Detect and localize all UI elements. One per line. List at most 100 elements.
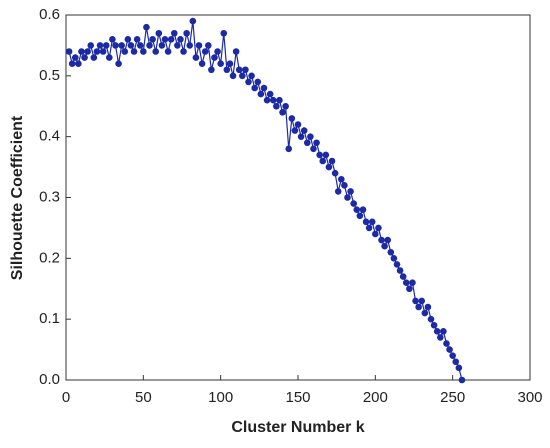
data-point	[248, 72, 255, 80]
data-point	[347, 188, 354, 195]
data-point	[396, 267, 404, 274]
data-point	[161, 36, 169, 43]
y-tick-label: 0.2	[39, 249, 60, 266]
data-point	[211, 54, 218, 61]
data-point	[402, 279, 410, 286]
data-point	[424, 303, 432, 311]
data-point	[115, 60, 122, 67]
data-point	[208, 66, 215, 74]
data-point	[300, 127, 308, 134]
data-point	[149, 36, 156, 43]
data-point	[112, 42, 119, 49]
data-point	[124, 36, 132, 43]
y-tick-label: 0.6	[39, 6, 60, 23]
data-point	[152, 48, 160, 55]
data-point	[133, 36, 141, 43]
data-point	[313, 139, 320, 147]
data-point	[84, 48, 91, 55]
data-point	[412, 297, 419, 305]
data-point	[99, 48, 107, 55]
data-point	[96, 42, 104, 49]
data-point	[365, 224, 373, 232]
data-point	[415, 303, 422, 311]
data-point	[257, 90, 265, 98]
data-point	[164, 48, 172, 55]
data-point	[399, 273, 407, 280]
x-tick-label: 300	[517, 389, 542, 406]
data-point	[170, 29, 178, 37]
data-point	[75, 60, 82, 67]
data-point	[353, 206, 361, 213]
data-point	[384, 236, 392, 244]
data-point	[260, 84, 268, 92]
data-point	[158, 42, 166, 49]
data-point	[427, 315, 435, 323]
data-point	[93, 48, 101, 55]
data-point	[443, 340, 450, 347]
data-point	[204, 42, 212, 49]
plot-frame	[65, 14, 531, 381]
data-point	[288, 115, 296, 122]
data-point	[430, 321, 438, 329]
data-point	[127, 42, 135, 49]
data-point	[121, 48, 129, 55]
data-point	[279, 109, 286, 116]
data-point	[390, 255, 398, 262]
data-point	[201, 48, 209, 55]
data-point	[433, 328, 441, 335]
data-point	[226, 60, 234, 67]
data-point	[276, 96, 283, 104]
x-tick-label: 50	[135, 389, 152, 406]
data-point	[232, 48, 240, 55]
data-point	[186, 42, 194, 49]
x-axis-label: Cluster Number k	[231, 419, 364, 436]
data-point	[71, 54, 79, 61]
data-point	[328, 157, 336, 165]
data-point	[146, 42, 153, 49]
data-point	[455, 364, 463, 372]
data-point	[118, 42, 125, 49]
data-point	[294, 121, 302, 128]
data-point	[198, 60, 206, 67]
data-point	[319, 157, 327, 165]
data-point	[325, 163, 333, 171]
y-axis-label: Silhouette Coefficient	[9, 115, 26, 280]
data-point	[254, 78, 262, 86]
data-point	[192, 54, 200, 61]
data-point	[310, 145, 317, 153]
data-point	[183, 29, 190, 37]
data-point	[109, 36, 116, 43]
data-point	[297, 133, 305, 140]
data-point	[239, 72, 246, 80]
data-point	[68, 60, 76, 67]
data-point	[421, 309, 429, 317]
data-point	[81, 54, 88, 61]
data-point	[446, 346, 453, 353]
data-point	[381, 242, 388, 250]
data-point	[387, 248, 395, 256]
data-point	[372, 230, 379, 238]
data-point	[331, 169, 339, 177]
data-point	[251, 84, 258, 92]
data-point	[90, 54, 98, 61]
data-point	[106, 54, 113, 61]
data-point	[223, 66, 231, 74]
data-point	[285, 145, 293, 153]
data-point	[368, 218, 376, 226]
data-point	[316, 151, 323, 159]
y-tick-label: 0.5	[39, 67, 60, 84]
y-tick-label: 0.1	[39, 310, 60, 327]
data-point	[235, 66, 243, 74]
data-point	[140, 48, 147, 55]
data-point	[217, 60, 224, 67]
data-point	[102, 42, 110, 49]
y-tick-label: 0.3	[39, 188, 60, 205]
data-point	[130, 48, 138, 55]
data-point	[338, 175, 345, 183]
data-point	[409, 279, 416, 286]
data-point	[195, 42, 203, 49]
data-point	[350, 200, 357, 207]
data-point	[356, 212, 364, 220]
data-point	[167, 36, 175, 43]
